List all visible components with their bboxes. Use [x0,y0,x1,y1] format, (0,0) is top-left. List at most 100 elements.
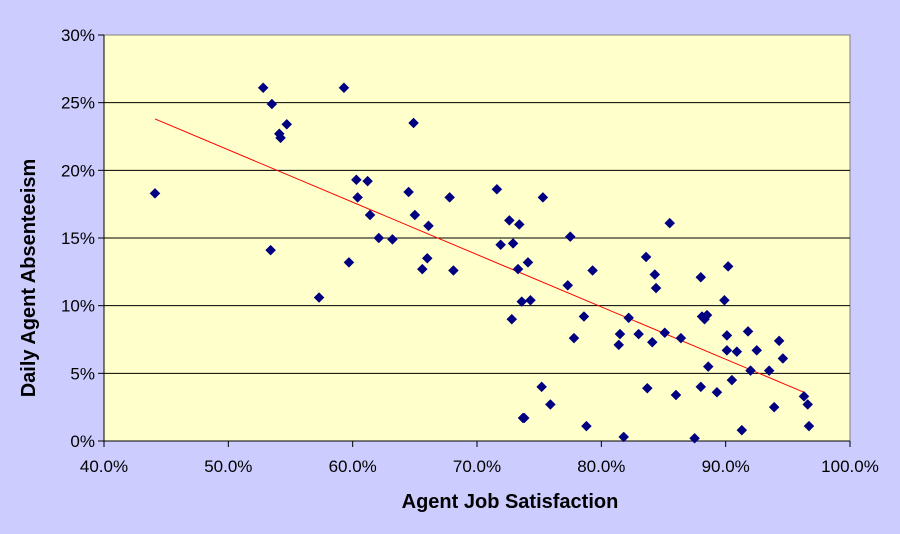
data-point [503,215,515,226]
data-point [408,117,419,129]
data-point [736,424,748,436]
data-point [613,339,625,351]
data-point [689,432,700,444]
data-point [731,346,743,358]
data-point [623,312,635,324]
data-point [343,257,355,268]
data-point [416,263,428,275]
data-point [568,332,580,344]
data-point [409,209,421,221]
data-point [695,381,707,393]
data-point [513,219,525,230]
axes [98,34,851,447]
data-point [695,271,707,283]
data-point [650,282,662,294]
data-point [763,365,775,376]
data-point [275,132,286,144]
data-point [587,265,598,276]
data-point [562,280,574,291]
data-point [313,292,325,303]
data-point [516,296,528,307]
data-point [338,82,350,94]
data-point [726,374,738,386]
x-tick-label: 90.0% [702,457,750,476]
data-point [495,239,506,251]
data-point [351,174,362,186]
data-point [512,263,524,275]
data-point [722,261,734,272]
data-point [773,335,785,347]
x-tick-label: 40.0% [80,457,128,476]
x-tick-label: 80.0% [577,457,625,476]
data-point [507,238,519,249]
data-point [578,311,590,322]
data-points [149,82,815,444]
trendline-group [154,118,805,393]
data-point [768,401,780,413]
data-point [281,118,293,130]
data-point [387,233,398,245]
data-point [352,192,363,203]
data-point [751,344,763,356]
x-tick-label: 60.0% [329,457,377,476]
data-point [266,98,278,110]
data-point [721,344,733,356]
y-tick-label: 0% [70,432,95,451]
data-point [545,399,556,410]
x-tick-label: 50.0% [204,457,252,476]
data-point [618,431,630,443]
data-point [659,327,671,339]
data-point [633,328,644,340]
data-point [721,330,733,341]
data-point [536,381,548,393]
data-point [522,257,534,268]
trendline [154,118,805,393]
data-point [702,361,714,372]
x-axis-title: Agent Job Satisfaction [402,491,619,513]
data-point [646,336,658,348]
data-point [491,183,503,195]
data-point [640,251,652,263]
data-point [403,186,414,198]
data-point [614,328,626,340]
data-point [364,209,376,221]
data-point [742,326,754,337]
data-point [701,309,713,321]
x-tick-labels: 40.0% 50.0% 60.0% 70.0% 80.0% 90.0% 100.0% [80,457,879,476]
data-point [149,187,161,199]
data-point [675,332,687,344]
data-point [581,420,592,432]
y-axis-title: Daily Agent Absenteeism [18,159,40,398]
data-point [537,192,549,203]
y-tick-labels: 0% 5% 10% 15% 20% 25% 30% [61,26,95,451]
data-point [518,412,530,424]
data-point [448,265,459,276]
y-tick-label: 15% [61,229,95,248]
data-point [362,175,373,187]
data-point [423,220,434,232]
data-point [777,353,789,364]
data-point [670,389,682,401]
data-point [257,82,269,94]
data-point [641,382,653,394]
data-point [798,390,810,402]
x-tick-label: 70.0% [453,457,501,476]
y-tick-label: 20% [61,161,95,180]
y-tick-label: 25% [61,94,95,113]
data-point [265,244,276,256]
data-point [711,386,723,398]
y-tick-label: 10% [61,297,95,316]
x-tick-label: 100.0% [821,457,879,476]
data-point [745,365,756,376]
data-point [525,294,536,306]
data-point [719,294,730,306]
data-point [803,420,815,432]
data-point [444,192,456,203]
data-point [506,313,518,325]
data-point [564,231,576,243]
gridlines [104,102,850,374]
data-point [664,217,676,229]
y-tick-label: 5% [70,364,95,383]
data-point [373,232,385,244]
